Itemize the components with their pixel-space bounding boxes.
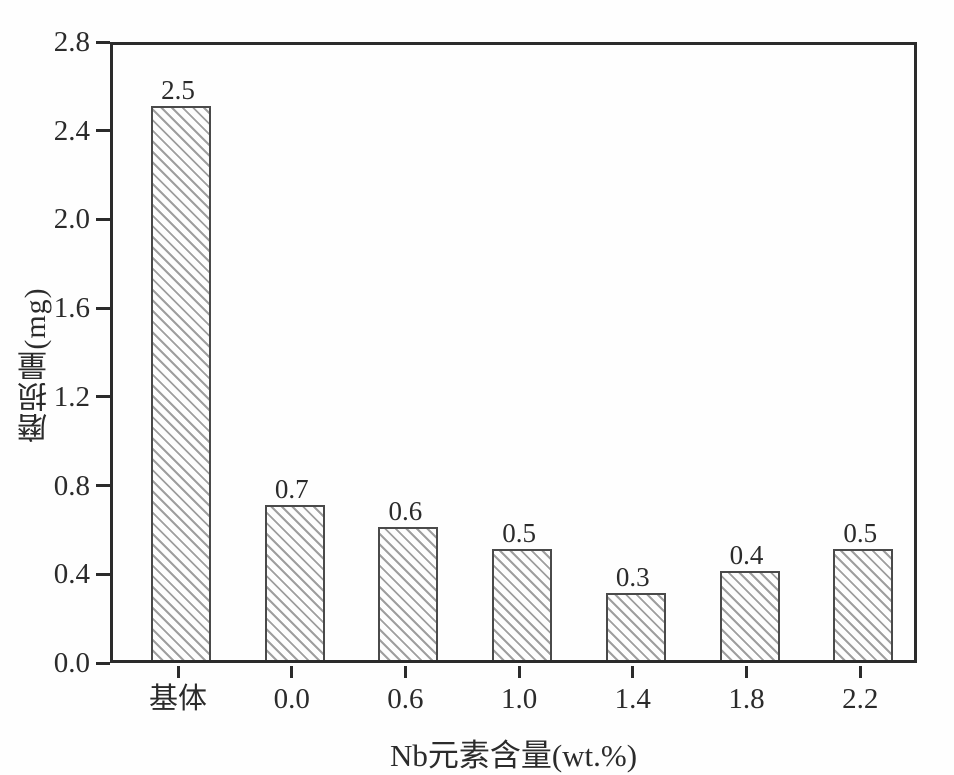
y-tick-label: 1.2: [53, 380, 90, 413]
bar-value-label: 0.6: [388, 495, 423, 526]
y-tick-label: 0.4: [53, 558, 90, 591]
bar-基体: [151, 105, 211, 660]
y-tick-label: 0.8: [53, 469, 90, 502]
bar-value-label: 0.7: [274, 473, 309, 504]
bar-0.0: [264, 504, 325, 660]
y-tick-label: 2.0: [53, 203, 90, 236]
bar-1.4: [605, 593, 666, 660]
bar-1.0: [492, 549, 553, 660]
x-tick-label: 1.8: [728, 683, 765, 715]
bar-value-label: 2.5: [161, 74, 195, 105]
x-axis-tick: [290, 666, 294, 678]
y-axis-tick: [96, 395, 110, 399]
x-axis-tick: [745, 666, 748, 678]
x-axis-tick: [403, 666, 407, 678]
bar-0.6: [378, 526, 439, 660]
x-tick-label: 0.6: [387, 683, 424, 715]
y-tick-label: 0.0: [53, 647, 90, 679]
x-axis-tick: [517, 666, 521, 678]
x-tick-label: 0.0: [273, 683, 310, 715]
bar-value-label: 0.4: [729, 540, 764, 571]
y-axis-tick: [96, 306, 110, 310]
x-tick-label: 2.2: [842, 683, 879, 715]
x-tick-label: 1.0: [500, 683, 538, 715]
y-axis-tick: [96, 40, 110, 44]
x-tick-label: 基体: [148, 683, 207, 715]
y-axis-tick: [96, 129, 110, 133]
y-axis-tick: [96, 572, 110, 576]
bar-value-label: 0.3: [615, 562, 650, 593]
bar-value-label: 0.5: [502, 518, 536, 549]
bar-2.2: [833, 549, 894, 660]
x-axis-title: Nb元素含量(wt.%): [389, 738, 638, 773]
y-axis-tick: [96, 484, 110, 488]
x-tick-label: 1.4: [614, 683, 651, 715]
bar-value-label: 0.5: [843, 518, 878, 549]
x-axis-tick: [176, 666, 180, 678]
y-tick-label: 2.4: [53, 114, 90, 147]
x-axis-tick: [631, 666, 635, 678]
y-tick-label: 1.6: [53, 292, 90, 325]
y-axis-tick: [96, 661, 110, 665]
y-tick-label: 2.8: [53, 26, 90, 58]
plot-area: [110, 42, 917, 663]
bar-1.8: [719, 571, 780, 660]
y-axis-tick: [96, 217, 110, 221]
x-axis-tick: [858, 666, 862, 678]
